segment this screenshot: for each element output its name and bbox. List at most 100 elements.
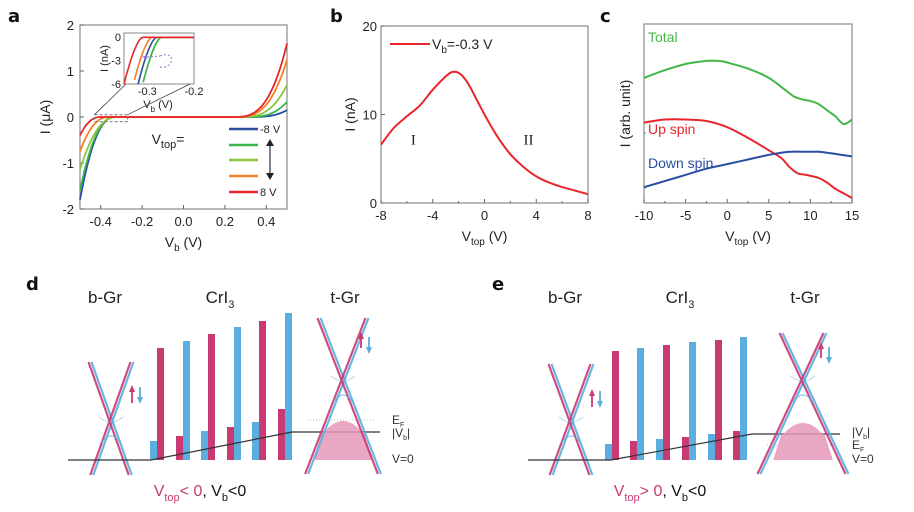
- band-arc: [790, 375, 816, 382]
- level-label-ef: EF: [392, 413, 404, 429]
- level-label-vb: |Vb|: [392, 426, 410, 442]
- y-tick-label: -2: [62, 202, 74, 217]
- series-line--8V: [79, 109, 288, 200]
- condition-caption: Vtop< 0, Vb<0: [154, 483, 247, 504]
- x-tick-label: 10: [803, 208, 817, 223]
- band-arc: [100, 435, 122, 444]
- x-tick-label: 8: [584, 208, 591, 223]
- cone-line: [319, 317, 382, 475]
- spin-down-arrowhead-icon: [826, 357, 832, 364]
- band-arc: [330, 375, 356, 382]
- x-tick-label: -4: [427, 208, 439, 223]
- t-gr-dirac-cone: [756, 332, 850, 475]
- inset-y-tick-label: 0: [115, 32, 121, 44]
- inset-y-tick-label: -6: [111, 79, 121, 91]
- cone-line: [92, 361, 135, 476]
- cri3-band-short: [252, 422, 259, 460]
- panel-letter-c: c: [600, 6, 611, 27]
- x-tick-label: -8: [375, 208, 387, 223]
- x-tick-label: -0.2: [131, 214, 153, 229]
- spin-up-arrowhead-icon: [818, 342, 824, 349]
- x-tick-label: 0.4: [257, 214, 275, 229]
- band-arc: [332, 394, 354, 403]
- zoom-box: [93, 114, 129, 123]
- y-axis-label: I (μA): [37, 100, 53, 135]
- t-gr-filled-states: [773, 434, 833, 460]
- cri3-band-short: [176, 436, 183, 460]
- cri3-band-tall: [259, 321, 266, 460]
- cone-line: [551, 363, 595, 476]
- spin-up-arrowhead-icon: [358, 332, 364, 339]
- level-label-vb: |Vb|: [852, 425, 870, 441]
- title-cri3: CrI3: [666, 288, 695, 311]
- spin-up-arrowhead-icon: [589, 389, 595, 396]
- b-gr-dirac-cone: [547, 363, 595, 476]
- legend-label-min: -8 V: [260, 124, 281, 136]
- zoom-connector: [94, 83, 127, 115]
- x-tick-label: -5: [680, 208, 692, 223]
- y-tick-label: -1: [62, 156, 74, 171]
- spin-down-arrowhead-icon: [597, 401, 603, 408]
- x-axis-label: Vb (V): [165, 234, 202, 254]
- panel-e-diagram: b-Gr CrI3 t-Gr |Vb|EFV=0 Vtop> 0, Vb<0: [528, 288, 874, 504]
- t-gr-fill-cap: [783, 423, 823, 434]
- annotation-region-II: II: [523, 133, 533, 149]
- band-arc: [560, 435, 582, 444]
- band-arc: [558, 416, 584, 423]
- cri3-band-tall: [208, 334, 215, 460]
- series-line-0V: [79, 84, 288, 171]
- x-axis-label: Vtop (V): [462, 228, 508, 248]
- cone-line: [304, 317, 367, 475]
- series-label-total: Total: [648, 29, 678, 45]
- x-tick-label: 0: [724, 208, 731, 223]
- cri3-band-short: [605, 444, 612, 460]
- cri3-band-short: [708, 434, 715, 460]
- title-cri3: CrI3: [206, 288, 235, 311]
- panel-letter-e: e: [492, 274, 504, 295]
- legend-label-max: 8 V: [260, 187, 277, 199]
- cri3-band-short: [227, 427, 234, 460]
- cri3-band-tall: [234, 327, 241, 460]
- cri3-band-short: [682, 437, 689, 460]
- panel-c-chart: -10 -5 0 5 10 15 Vtop (V) I (arb. unit) Total Up …: [617, 23, 859, 248]
- panel-letter-d: d: [26, 274, 39, 295]
- cri3-band-short: [150, 441, 157, 460]
- spin-down-arrowhead-icon: [137, 397, 143, 404]
- cri3-band-short: [656, 439, 663, 460]
- legend-arrow-up-icon: [266, 139, 274, 146]
- level-label-ef: EF: [852, 438, 864, 454]
- x-tick-label: 5: [765, 208, 772, 223]
- condition-caption: Vtop> 0, Vb<0: [614, 483, 707, 504]
- cri3-band-short: [630, 441, 637, 460]
- x-tick-label: -10: [635, 208, 654, 223]
- inset-x-axis-label: Vb (V): [143, 99, 173, 114]
- y-tick-label: 0: [67, 110, 74, 125]
- x-tick-label: 15: [845, 208, 859, 223]
- x-tick-label: 4: [533, 208, 540, 223]
- inset-frame: [123, 32, 195, 85]
- panel-c-frame: [643, 23, 853, 204]
- cone-line: [759, 332, 828, 475]
- series-line-up-spin: [643, 118, 853, 199]
- inset-y-axis-label: I (nA): [99, 45, 111, 72]
- x-tick-label: 0: [481, 208, 488, 223]
- cone-line: [87, 361, 130, 476]
- cri3-band-short: [201, 431, 208, 460]
- cone-line: [756, 332, 825, 475]
- cri3-band-tall: [285, 313, 292, 460]
- t-gr-filled-states: [313, 432, 373, 460]
- y-tick-label: 2: [67, 18, 74, 33]
- series-line-8V: [79, 43, 288, 136]
- legend-label: Vb=-0.3 V: [432, 36, 493, 56]
- series-line-down-spin: [643, 150, 853, 189]
- legend-arrow-down-icon: [266, 173, 274, 180]
- cri3-band-tall: [689, 342, 696, 460]
- inset-dashed-arrow: [157, 54, 173, 68]
- t-gr-dirac-cone: [304, 317, 382, 475]
- level-label-v0: V=0: [392, 452, 414, 466]
- t-gr-fill-cap: [324, 421, 362, 432]
- annotation-region-I: I: [411, 133, 416, 149]
- cri3-band-tall: [740, 337, 747, 460]
- inset-x-tick-label: -0.3: [138, 86, 157, 98]
- y-tick-label: 0: [370, 196, 377, 211]
